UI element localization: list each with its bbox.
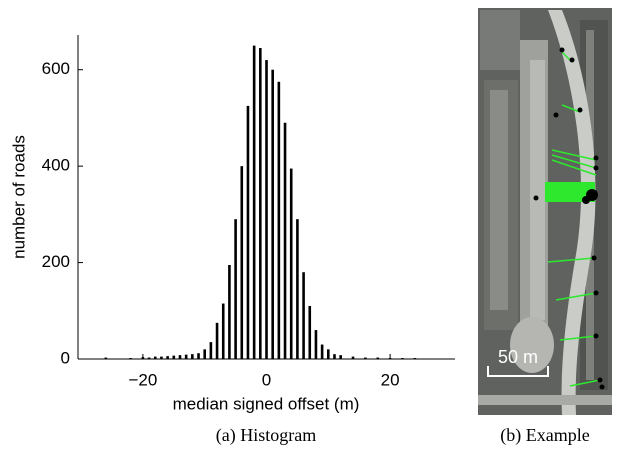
bar xyxy=(142,357,145,359)
bar xyxy=(148,358,151,359)
bar xyxy=(228,265,231,359)
bar xyxy=(352,357,355,359)
bar xyxy=(327,349,330,359)
y-tick-label: 200 xyxy=(42,252,70,271)
bar xyxy=(172,356,175,359)
y-axis-label: number of roads xyxy=(9,135,28,259)
bar xyxy=(191,354,194,359)
bar xyxy=(364,358,367,359)
bar xyxy=(308,306,311,359)
y-tick-label: 400 xyxy=(42,156,70,175)
bar xyxy=(401,358,404,359)
bar xyxy=(179,355,182,359)
bar xyxy=(271,70,274,359)
bar xyxy=(339,355,342,359)
x-tick-label: 20 xyxy=(381,370,400,389)
figure: median signed offset (m) number of roads… xyxy=(0,0,626,454)
x-tick-label: −20 xyxy=(128,370,157,389)
bar xyxy=(302,272,305,359)
bar xyxy=(278,82,281,359)
bar xyxy=(259,48,262,359)
bar xyxy=(284,123,287,359)
bar xyxy=(216,323,219,359)
bar xyxy=(154,357,157,359)
bar xyxy=(247,106,250,359)
y-tick-label: 0 xyxy=(61,348,70,367)
bar xyxy=(265,60,268,359)
bar xyxy=(376,358,379,359)
bar xyxy=(240,166,243,359)
bar xyxy=(203,349,206,359)
bar xyxy=(197,353,200,359)
bar xyxy=(315,330,318,359)
bar xyxy=(210,342,213,359)
page: {"chart_data": {"type": "bar", "x_label"… xyxy=(0,0,626,454)
bar xyxy=(234,219,237,359)
bar xyxy=(414,358,417,359)
bar xyxy=(222,304,225,359)
bar xyxy=(105,358,108,359)
bar xyxy=(129,358,132,359)
bar xyxy=(253,46,256,359)
bar xyxy=(389,358,392,359)
bar xyxy=(160,357,163,359)
y-tick-label: 600 xyxy=(42,59,70,78)
x-axis-label: median signed offset (m) xyxy=(173,394,360,413)
bar xyxy=(185,355,188,359)
x-tick-label: 0 xyxy=(262,370,271,389)
bar xyxy=(296,219,299,359)
bar xyxy=(166,356,169,359)
caption: (a) Histogram xyxy=(216,425,316,446)
bar xyxy=(290,169,293,359)
caption: (b) Example xyxy=(500,425,589,446)
scale-label: 50 m xyxy=(498,347,538,367)
bar xyxy=(321,345,324,359)
bar xyxy=(333,354,336,359)
